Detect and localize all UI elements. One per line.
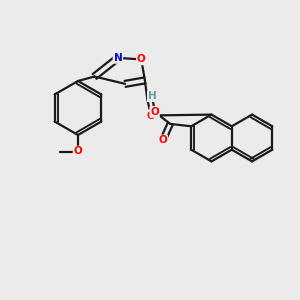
Text: O: O	[158, 135, 167, 146]
Text: O: O	[74, 146, 82, 157]
Text: N: N	[113, 53, 122, 63]
Text: O: O	[150, 107, 159, 117]
Text: O: O	[137, 54, 146, 64]
Text: H: H	[148, 91, 157, 101]
Text: O: O	[146, 110, 155, 121]
